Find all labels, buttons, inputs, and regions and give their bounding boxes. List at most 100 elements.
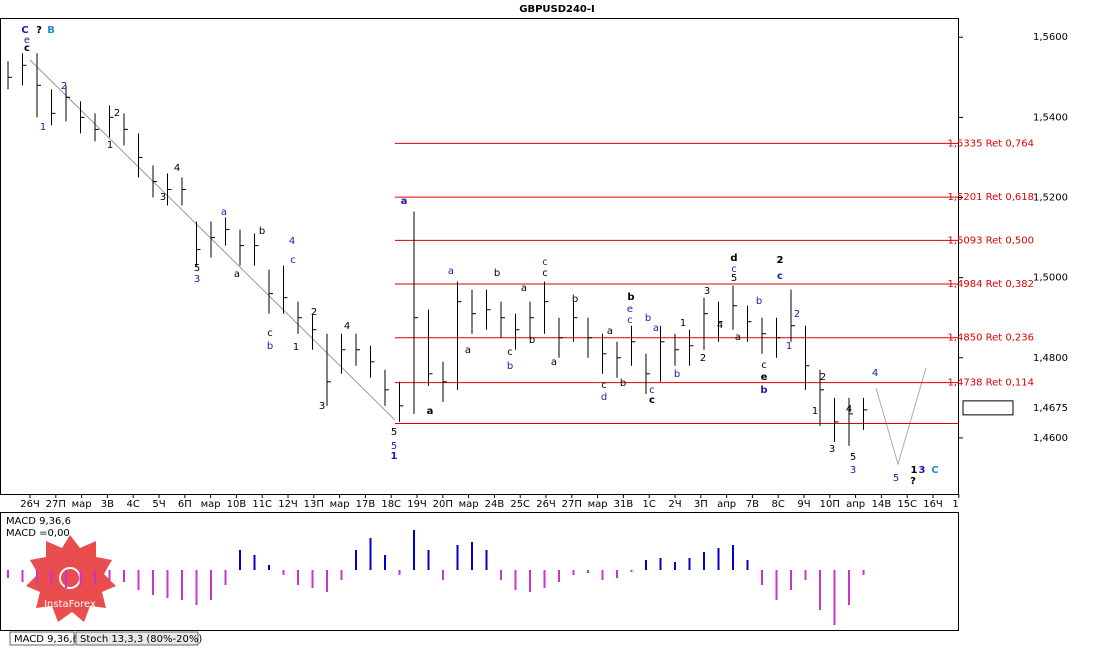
macd-title: MACD 9,36,6 <box>6 516 71 527</box>
x-tick-label: мар <box>588 499 608 510</box>
wave-label: c <box>601 380 607 391</box>
macd-bar <box>181 570 183 600</box>
macd-bar <box>703 552 705 570</box>
indicator-tab-label: MACD 9,36,6 <box>14 634 79 645</box>
wave-label: a <box>448 266 454 277</box>
macd-bar <box>717 548 720 570</box>
x-tick-label: 4С <box>127 499 140 510</box>
wave-label: a <box>521 283 527 294</box>
wave-label: ? <box>910 476 916 487</box>
macd-readout: MACD =0,00 <box>6 528 70 539</box>
x-tick-label: 24В <box>485 499 505 510</box>
wave-label: a <box>401 196 408 207</box>
macd-bar <box>746 560 749 570</box>
x-tick-label: 1С <box>643 499 656 510</box>
wave-label: b <box>620 378 626 389</box>
wave-label: c <box>777 271 783 282</box>
macd-bar <box>297 570 299 585</box>
x-tick-label: апр <box>717 499 736 510</box>
wave-label: 5 <box>194 263 200 274</box>
fib-label: 1,4738 Ret 0,114 <box>947 378 1034 389</box>
macd-bar <box>398 570 401 575</box>
y-tick-label: 1,4800 <box>1033 353 1068 364</box>
wave-label: b <box>572 294 578 305</box>
wave-label: 3 <box>829 444 835 455</box>
wave-label: 4 <box>344 321 350 332</box>
x-tick-label: 17В <box>356 499 376 510</box>
x-tick-label: 19Ч <box>407 499 427 510</box>
macd-bar <box>572 570 575 575</box>
wave-label: 4 <box>289 236 295 247</box>
x-tick-label: 18С <box>381 499 401 510</box>
x-tick-label: апр <box>846 499 865 510</box>
x-tick-label: 3В <box>101 499 114 510</box>
macd-bar <box>514 570 517 590</box>
wave-label: c <box>649 395 655 406</box>
wave-label: c <box>542 268 548 279</box>
macd-bar <box>253 555 256 570</box>
wave-label: c <box>731 264 737 275</box>
wave-label: 1 <box>40 122 46 133</box>
fib-label: 1,4984 Ret 0,382 <box>947 279 1034 290</box>
x-tick-label: 11С <box>252 499 272 510</box>
macd-bar <box>659 558 662 570</box>
wave-label: e <box>24 35 30 46</box>
x-tick-label: 13П <box>304 499 324 510</box>
wave-label: e <box>627 304 633 315</box>
wave-label: a <box>221 207 227 218</box>
wave-label: 2 <box>777 255 784 266</box>
macd-bar <box>79 570 82 586</box>
macd-bar <box>833 570 836 625</box>
x-tick-label: 7В <box>746 499 759 510</box>
macd-bar <box>108 570 111 580</box>
macd-bar <box>268 565 270 570</box>
x-tick-label: 26Ч <box>20 499 40 510</box>
macd-bar <box>500 570 502 580</box>
y-tick-label: 1,5200 <box>1033 193 1068 204</box>
x-tick-label: 31В <box>614 499 634 510</box>
macd-bar <box>123 570 125 582</box>
macd-frame <box>0 512 959 631</box>
x-tick-label: 20П <box>433 499 453 510</box>
wave-label: b <box>756 296 762 307</box>
wave-label: b <box>627 292 634 303</box>
trend-line <box>29 59 396 421</box>
x-tick-label: 8С <box>772 499 785 510</box>
macd-bar <box>239 550 241 570</box>
macd-bar <box>630 570 633 572</box>
wave-label: C <box>21 25 28 36</box>
macd-bar <box>543 570 546 588</box>
chart-title: GBPUSD240-I <box>519 4 595 15</box>
wave-label: c <box>24 43 30 54</box>
x-tick-label: 2Ч <box>668 499 681 510</box>
macd-bar <box>587 570 589 573</box>
wave-label: b <box>645 313 651 324</box>
x-tick-label: мар <box>330 499 350 510</box>
macd-bar <box>775 570 778 600</box>
fib-label: 1,5093 Ret 0,500 <box>947 235 1034 246</box>
macd-bar <box>413 530 415 570</box>
wave-label: e <box>761 372 768 383</box>
wave-label: 3 <box>160 192 166 203</box>
wave-label: c <box>542 257 548 268</box>
macd-bar <box>224 570 227 585</box>
wave-label: b <box>529 335 535 346</box>
x-tick-label: 9Ч <box>797 499 810 510</box>
wave-label: a <box>551 357 557 368</box>
x-tick-label: 12Ч <box>278 499 298 510</box>
logo-badge <box>26 535 116 622</box>
x-tick-label: 17 <box>952 499 965 510</box>
indicator-tab-label: Stoch 13,3,3 (80%-20%) <box>80 634 202 645</box>
x-tick-label: 27П <box>46 499 66 510</box>
macd-bar <box>804 570 807 580</box>
x-tick-label: 10П <box>820 499 840 510</box>
macd-bar <box>166 570 169 598</box>
macd-bar <box>471 542 473 570</box>
macd-bar <box>355 550 357 570</box>
wave-label: c <box>649 385 655 396</box>
macd-bar <box>485 550 488 570</box>
wave-label: c <box>627 315 633 326</box>
y-tick-label: 1,5400 <box>1033 112 1068 123</box>
macd-bar <box>195 570 198 605</box>
